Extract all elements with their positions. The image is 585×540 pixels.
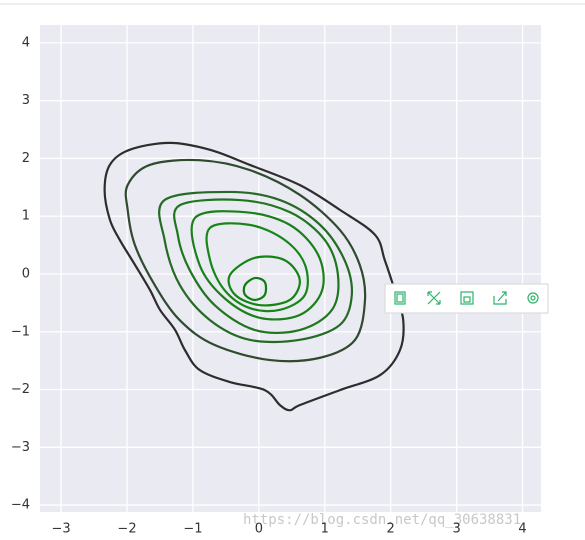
y-tick-label: −1	[11, 324, 30, 339]
plot-area	[40, 25, 541, 512]
contour-line	[190, 210, 325, 321]
tool-share[interactable]	[493, 291, 507, 305]
y-tick-label: −3	[11, 440, 30, 455]
contour-line	[173, 198, 340, 334]
toolbar	[384, 283, 549, 314]
x-tick-label: 2	[387, 522, 395, 537]
y-tick-label: 2	[22, 151, 30, 166]
contour-line	[227, 255, 301, 307]
contour-line	[103, 141, 405, 412]
x-tick-label: 0	[255, 522, 263, 537]
tool-copy[interactable]	[394, 291, 406, 305]
y-tick-label: −4	[11, 498, 30, 513]
x-tick-label: −2	[117, 522, 136, 537]
tool-save[interactable]	[460, 291, 474, 305]
x-tick-label: 4	[518, 522, 526, 537]
x-tick-label: −3	[52, 522, 71, 537]
contour-line	[205, 222, 309, 313]
y-tick-label: −2	[11, 382, 30, 397]
tool-settings[interactable]	[527, 292, 539, 304]
y-tick-label: 1	[22, 209, 30, 224]
watermark: https://blog.csdn.net/qq_30638831	[243, 512, 521, 528]
contour-line	[158, 190, 354, 344]
x-tick-label: 3	[452, 522, 460, 537]
y-tick-label: 4	[22, 35, 30, 50]
contour-line	[124, 158, 367, 363]
tool-zoom[interactable]	[427, 291, 441, 305]
y-tick-label: 0	[22, 266, 30, 281]
x-tick-label: 1	[321, 522, 329, 537]
y-tick-label: 3	[22, 93, 30, 108]
x-tick-label: −1	[183, 522, 202, 537]
contour-line	[242, 276, 268, 302]
